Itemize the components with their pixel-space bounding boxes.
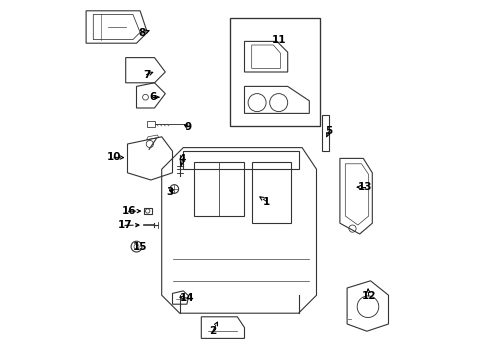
Text: 2: 2 xyxy=(209,326,216,336)
Bar xyxy=(143,208,151,214)
Text: 13: 13 xyxy=(357,182,371,192)
Text: 7: 7 xyxy=(142,69,150,80)
Bar xyxy=(230,18,320,126)
Text: 4: 4 xyxy=(179,154,186,164)
Text: 3: 3 xyxy=(166,186,174,197)
Text: 9: 9 xyxy=(183,122,191,132)
Bar xyxy=(147,121,154,127)
Text: 8: 8 xyxy=(138,28,145,38)
Text: 1: 1 xyxy=(263,197,270,207)
Text: 10: 10 xyxy=(107,152,121,162)
Text: 16: 16 xyxy=(121,206,136,216)
Text: 11: 11 xyxy=(272,35,286,45)
Text: 5: 5 xyxy=(325,126,332,136)
Text: 6: 6 xyxy=(149,92,156,102)
Text: 12: 12 xyxy=(361,291,375,301)
Text: 17: 17 xyxy=(118,220,132,230)
Text: 15: 15 xyxy=(133,242,147,252)
Text: 14: 14 xyxy=(179,293,194,303)
